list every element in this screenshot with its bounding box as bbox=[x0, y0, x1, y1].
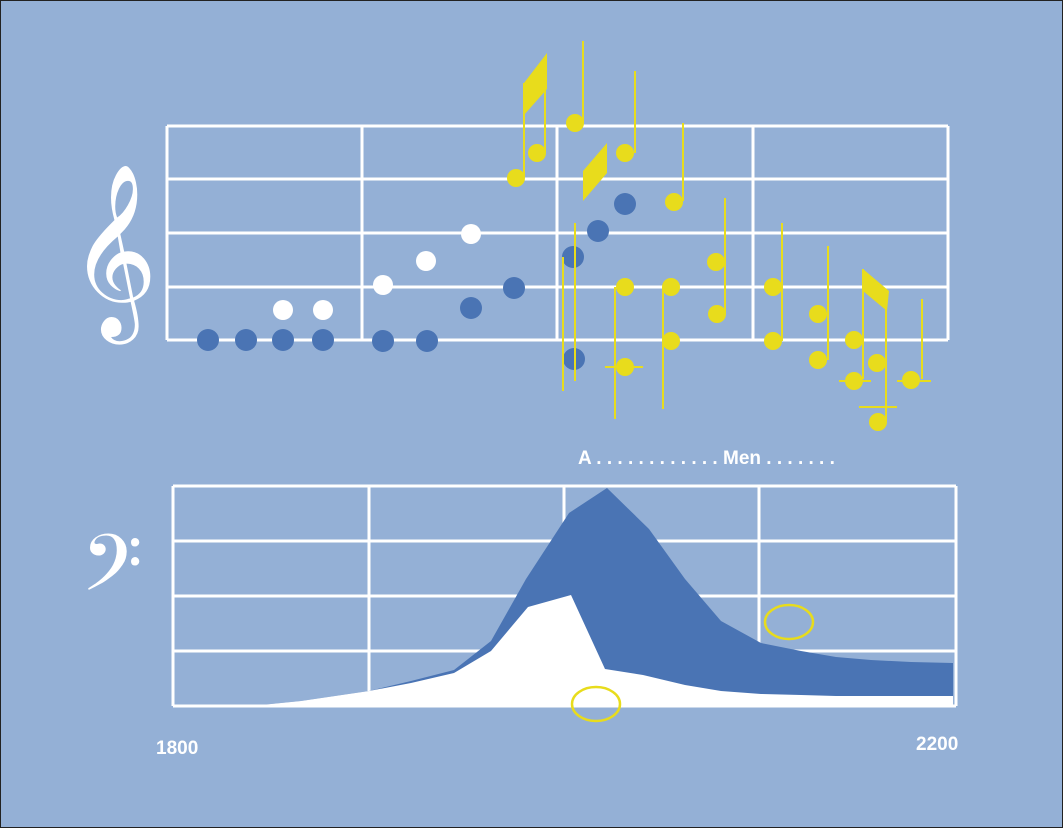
yellow-note bbox=[662, 278, 680, 296]
axis-start-label: 1800 bbox=[156, 738, 198, 759]
yellow-note bbox=[809, 305, 827, 323]
yellow-note bbox=[507, 169, 525, 187]
treble-staff bbox=[165, 124, 950, 342]
yellow-note bbox=[566, 114, 584, 132]
yellow-flag bbox=[583, 143, 607, 201]
treble-clef-icon: 𝄞 bbox=[69, 163, 158, 345]
yellow-notes bbox=[507, 41, 931, 431]
yellow-note bbox=[902, 371, 920, 389]
lyrics-text: A . . . . . . . . . . . . Men . . . . . … bbox=[578, 448, 835, 469]
axis-end-label: 2200 bbox=[916, 734, 958, 755]
blue-note bbox=[562, 246, 584, 268]
yellow-note bbox=[845, 331, 863, 349]
blue-note bbox=[235, 329, 257, 351]
yellow-note bbox=[616, 358, 634, 376]
white-note bbox=[461, 224, 481, 244]
blue-notes bbox=[197, 193, 636, 370]
yellow-note bbox=[809, 351, 827, 369]
white-note bbox=[373, 275, 393, 295]
yellow-note bbox=[528, 144, 546, 162]
blue-note bbox=[416, 330, 438, 352]
yellow-note bbox=[616, 144, 634, 162]
white-notes bbox=[273, 224, 481, 320]
yellow-note bbox=[764, 278, 782, 296]
yellow-note bbox=[868, 354, 886, 372]
white-note bbox=[416, 251, 436, 271]
yellow-note bbox=[708, 305, 726, 323]
white-note bbox=[273, 300, 293, 320]
bass-clef-icon: 𝄢 bbox=[81, 517, 143, 629]
yellow-note bbox=[764, 332, 782, 350]
blue-note bbox=[372, 330, 394, 352]
blue-note bbox=[272, 329, 294, 351]
yellow-flag bbox=[863, 269, 889, 311]
yellow-note bbox=[662, 332, 680, 350]
yellow-flag bbox=[524, 53, 547, 115]
blue-note bbox=[460, 297, 482, 319]
white-note bbox=[313, 300, 333, 320]
blue-note bbox=[587, 220, 609, 242]
blue-note bbox=[197, 329, 219, 351]
yellow-note bbox=[845, 372, 863, 390]
white-area bbox=[173, 595, 953, 706]
blue-area bbox=[173, 488, 953, 706]
blue-note bbox=[312, 329, 334, 351]
highlight-circle bbox=[763, 603, 815, 641]
yellow-note bbox=[869, 413, 887, 431]
yellow-note bbox=[616, 278, 634, 296]
yellow-note bbox=[707, 253, 725, 271]
blue-note bbox=[503, 277, 525, 299]
yellow-note bbox=[665, 193, 683, 211]
highlight-circle bbox=[570, 685, 622, 723]
blue-note bbox=[614, 193, 636, 215]
